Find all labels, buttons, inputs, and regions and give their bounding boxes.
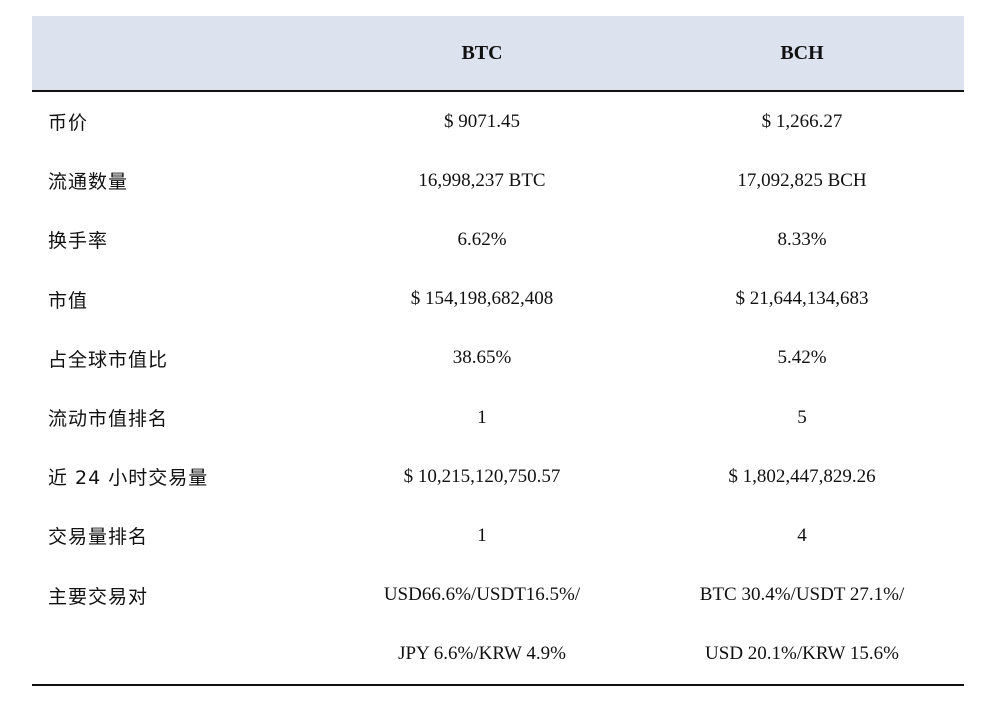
row-label: 流动市值排名	[48, 408, 169, 431]
table-row: 换手率 6.62% 8.33%	[32, 210, 964, 269]
row-label: 换手率	[48, 230, 109, 253]
comparison-table: BTC BCH 币价 $ 9071.45 $ 1,266.27 流通数量 16,…	[32, 16, 964, 686]
table-row: 占全球市值比 38.65% 5.42%	[32, 329, 964, 388]
table-row: 交易量排名 1 4	[32, 506, 964, 565]
bch-value: $ 1,266.27	[761, 110, 843, 132]
bch-value: $ 1,802,447,829.26	[728, 465, 876, 487]
table-header-row: BTC BCH	[32, 16, 964, 92]
table-row: 币价 $ 9071.45 $ 1,266.27	[32, 92, 964, 151]
bch-value: USD 20.1%/KRW 15.6%	[705, 643, 899, 665]
bch-value: 17,092,825 BCH	[737, 169, 867, 191]
row-label: 交易量排名	[48, 526, 149, 549]
row-label: 流通数量	[48, 171, 129, 194]
bch-value: BTC 30.4%/USDT 27.1%/	[699, 584, 905, 606]
table-row: 流通数量 16,998,237 BTC 17,092,825 BCH	[32, 151, 964, 210]
table-bottom-rule	[32, 683, 964, 686]
btc-value: $ 154,198,682,408	[410, 288, 554, 310]
bch-value: 5	[797, 406, 807, 428]
btc-value: $ 10,215,120,750.57	[403, 465, 561, 487]
bch-value: 4	[797, 524, 807, 546]
header-bch: BCH	[780, 41, 824, 64]
table-row: 流动市值排名 1 5	[32, 388, 964, 447]
btc-value: 6.62%	[457, 228, 507, 250]
table-row: 主要交易对 USD66.6%/USDT16.5%/ BTC 30.4%/USDT…	[32, 566, 964, 625]
btc-value: 1	[477, 406, 487, 428]
bch-value: 8.33%	[777, 228, 827, 250]
row-label: 近 24 小时交易量	[48, 467, 209, 490]
row-label: 主要交易对	[48, 585, 149, 608]
bch-value: 5.42%	[777, 347, 827, 369]
row-label: 币价	[48, 112, 89, 135]
row-label: 市值	[48, 289, 89, 312]
btc-value: 16,998,237 BTC	[418, 169, 546, 191]
row-label: 占全球市值比	[48, 348, 169, 371]
btc-value: USD66.6%/USDT16.5%/	[383, 584, 581, 606]
header-btc: BTC	[461, 41, 503, 64]
btc-value: JPY 6.6%/KRW 4.9%	[398, 643, 566, 665]
table-row: JPY 6.6%/KRW 4.9% USD 20.1%/KRW 15.6%	[32, 625, 964, 684]
table-row: 近 24 小时交易量 $ 10,215,120,750.57 $ 1,802,4…	[32, 447, 964, 506]
bch-value: $ 21,644,134,683	[735, 288, 869, 310]
btc-value: 1	[477, 524, 487, 546]
table-row: 市值 $ 154,198,682,408 $ 21,644,134,683	[32, 270, 964, 329]
btc-value: $ 9071.45	[444, 110, 520, 132]
btc-value: 38.65%	[452, 347, 512, 369]
